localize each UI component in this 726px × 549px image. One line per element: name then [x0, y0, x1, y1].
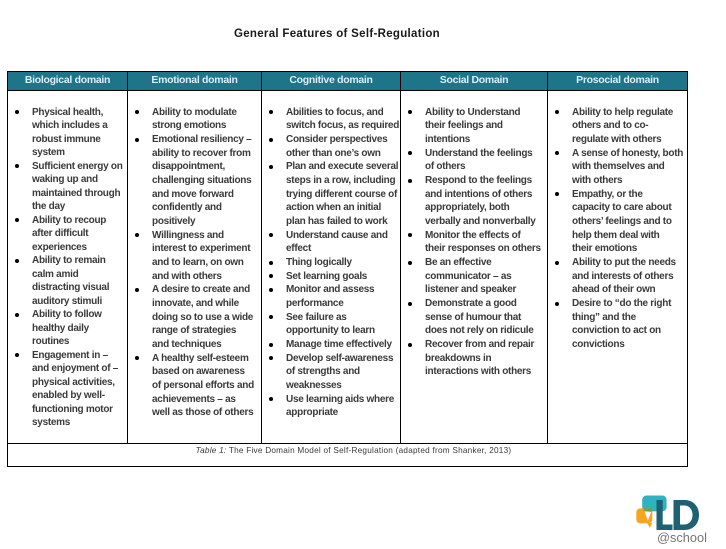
svg-text:@school: @school — [657, 530, 707, 545]
